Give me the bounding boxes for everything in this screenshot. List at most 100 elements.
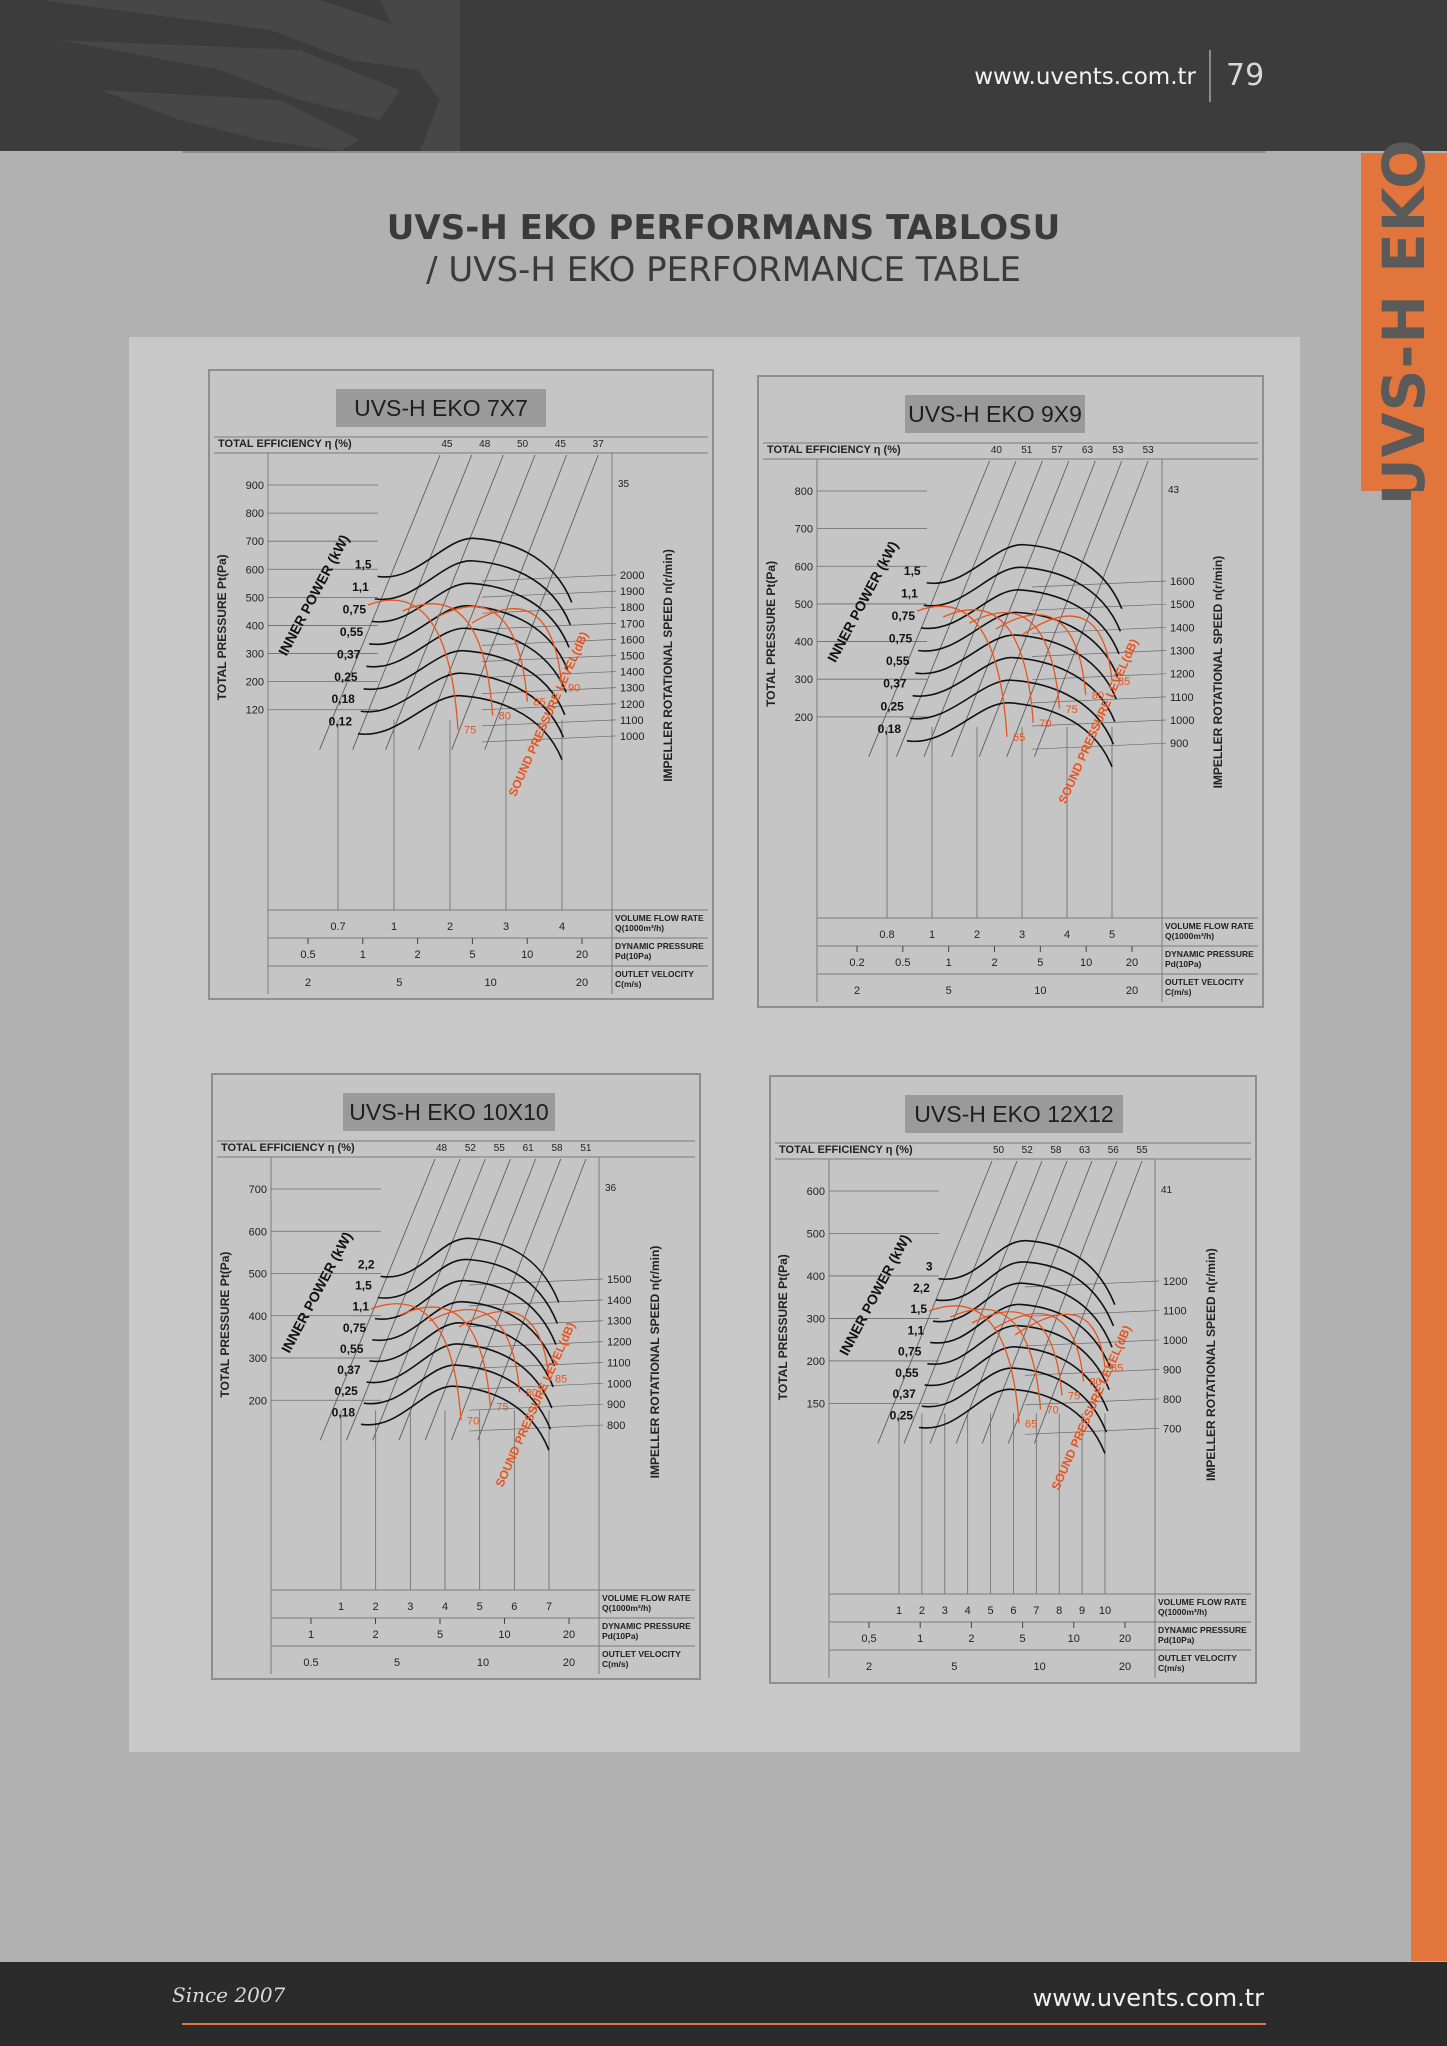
sound-level-value: 70	[1047, 1404, 1059, 1416]
sound-level-value: 75	[1066, 704, 1078, 716]
speed-tick: 1300	[620, 683, 644, 695]
efficiency-value: 55	[494, 1143, 506, 1154]
flow-tick: 4	[965, 1605, 971, 1617]
power-curve	[935, 1261, 1115, 1327]
sound-level-value: 70	[467, 1415, 479, 1427]
dynamic-pressure-tick: 2	[372, 1629, 378, 1641]
flow-rate-label: VOLUME FLOW RATE	[1165, 921, 1254, 931]
sound-level-curve	[471, 608, 563, 688]
power-curve	[363, 649, 566, 716]
speed-tick: 1100	[1170, 692, 1194, 704]
power-value: 0,37	[892, 1387, 916, 1401]
flow-rate-label: VOLUME FLOW RATE	[1158, 1597, 1247, 1607]
speed-gridline	[1031, 580, 1167, 588]
sound-level-value: 75	[496, 1401, 508, 1413]
dynamic-pressure-label: DYNAMIC PRESSURE	[615, 941, 704, 951]
sound-level-value: 85	[1111, 1362, 1123, 1374]
page-subtitle: / UVS-H EKO PERFORMANCE TABLE	[426, 250, 1021, 290]
efficiency-guide-line	[451, 454, 568, 750]
sound-level-curve	[969, 612, 1061, 709]
efficiency-guide-line	[923, 460, 1043, 758]
efficiency-value: 58	[1050, 1145, 1062, 1156]
speed-tick: 1100	[607, 1357, 631, 1369]
dynamic-pressure-tick: 10	[521, 949, 533, 961]
power-curve	[369, 1322, 554, 1388]
flow-rate-label: VOLUME FLOW RATE	[615, 913, 704, 923]
pressure-tick: 400	[807, 1271, 825, 1283]
dynamic-pressure-label: Pd(10Pa)	[1158, 1635, 1195, 1645]
efficiency-value: 48	[436, 1143, 448, 1154]
outlet-velocity-tick: 10	[1034, 1661, 1046, 1673]
pressure-tick: 300	[807, 1313, 825, 1325]
flow-tick: 5	[987, 1605, 993, 1617]
outlet-velocity-tick: 10	[477, 1657, 489, 1669]
dynamic-pressure-label: DYNAMIC PRESSURE	[1158, 1625, 1247, 1635]
dynamic-pressure-tick: 0,5	[861, 1633, 876, 1645]
speed-tick: 1200	[620, 699, 644, 711]
flow-tick: 3	[503, 921, 509, 933]
speed-tick: 1200	[1170, 669, 1194, 681]
sound-level-curve	[942, 609, 1034, 723]
power-value: 0,25	[890, 1408, 914, 1422]
pressure-tick: 600	[795, 561, 813, 573]
power-curve	[926, 543, 1123, 610]
power-curve	[921, 1367, 1108, 1433]
speed-tick: 900	[607, 1399, 625, 1411]
efficiency-label: TOTAL EFFICIENCY η (%)	[767, 444, 901, 456]
chart-uvs-h-eko-10x10: TOTAL EFFICIENCY η (%) 48 52 55 61 58 51 36 700 6…	[211, 1073, 701, 1680]
efficiency-value: 37	[593, 439, 605, 450]
header-website[interactable]: www.uvents.com.tr	[974, 64, 1196, 90]
power-curve	[918, 611, 1119, 677]
power-value: 3	[926, 1260, 933, 1274]
flow-tick: 2	[373, 1601, 379, 1613]
sound-level-curve	[400, 1306, 491, 1407]
footer-website[interactable]: www.uvents.com.tr	[1032, 1984, 1264, 2012]
speed-tick: 700	[1163, 1423, 1181, 1435]
dynamic-pressure-tick: 2	[415, 949, 421, 961]
power-curve	[366, 627, 567, 693]
power-curve	[357, 694, 563, 761]
power-value: 0,55	[340, 625, 364, 639]
efficiency-guide-line	[385, 454, 504, 750]
dynamic-pressure-tick: 20	[1126, 957, 1138, 969]
outlet-velocity-tick: 5	[394, 1657, 400, 1669]
efficiency-guide-line	[955, 1160, 1068, 1444]
efficiency-value: 61	[523, 1143, 535, 1154]
flow-tick: 5	[477, 1601, 483, 1613]
pressure-tick: 600	[249, 1226, 267, 1238]
efficiency-guide-line	[868, 460, 990, 758]
power-curve	[371, 582, 570, 648]
header-divider	[182, 151, 1266, 153]
power-curve	[360, 672, 565, 738]
page-title: UVS-H EKO PERFORMANS TABLOSU	[386, 208, 1061, 248]
sound-level-label: SOUND PRESSURE LEVEL(dB)	[1056, 637, 1141, 806]
chart-uvs-h-eko-7x7: TOTAL EFFICIENCY η (%) 45 48 50 45 37 35 900 800…	[208, 369, 714, 1000]
power-value: 0,75	[343, 602, 367, 616]
speed-gridline	[1031, 742, 1167, 750]
flow-tick: 0.8	[879, 929, 894, 941]
pressure-axis-label: TOTAL PRESSURE Pt(Pa)	[215, 554, 229, 700]
speed-gridline	[481, 719, 617, 727]
pressure-tick: 700	[795, 524, 813, 536]
pressure-tick: 400	[246, 620, 264, 632]
power-value: 1,5	[904, 564, 921, 578]
power-value: 0,75	[889, 632, 913, 646]
speed-gridline	[468, 1403, 604, 1411]
speed-gridline	[468, 1424, 604, 1432]
pressure-tick: 400	[795, 637, 813, 649]
sound-level-label: SOUND PRESSURE LEVEL(dB)	[506, 630, 591, 799]
speed-tick: 1300	[1170, 646, 1194, 658]
speed-tick: 1500	[1170, 599, 1194, 611]
outlet-velocity-tick: 2	[854, 985, 860, 997]
pressure-tick: 900	[246, 480, 264, 492]
efficiency-value: 50	[517, 439, 529, 450]
efficiency-guide-line	[450, 1158, 562, 1441]
flow-tick: 1	[929, 929, 935, 941]
speed-tick: 1200	[607, 1337, 631, 1349]
speed-tick: 1300	[607, 1316, 631, 1328]
efficiency-guide-line	[1033, 460, 1149, 758]
speed-gridline	[468, 1299, 604, 1307]
efficiency-guide-line	[372, 1158, 486, 1441]
efficiency-right-value: 36	[605, 1183, 617, 1194]
efficiency-value: 53	[1112, 445, 1124, 456]
